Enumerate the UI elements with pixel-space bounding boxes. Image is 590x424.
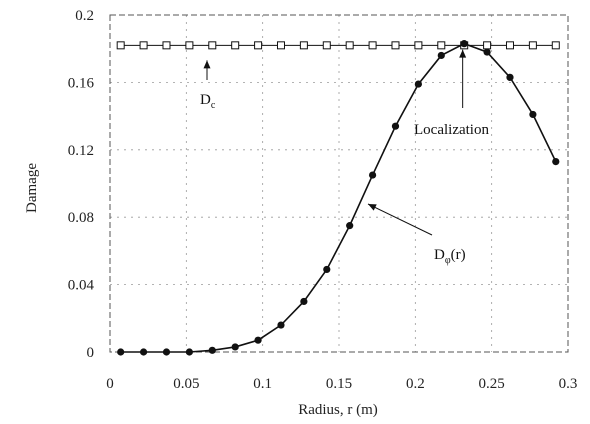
plot-border	[109, 14, 569, 353]
x-axis-ticks: 0 0.05 0.1 0.15 0.2 0.25 0.3	[106, 376, 577, 392]
localization-label: Localization	[414, 122, 489, 138]
x-tick-label-1: 0.05	[173, 376, 199, 392]
square-point-18	[528, 41, 537, 50]
circle-point-1	[139, 348, 148, 356]
circle-point-19	[552, 157, 560, 166]
x-tick-label-5: 0.25	[479, 376, 505, 392]
circle-point-2	[162, 348, 171, 356]
circle-point-6	[254, 336, 262, 344]
square-point-17	[505, 41, 514, 50]
square-point-0	[116, 41, 125, 50]
y-tick-label-1: 0.04	[68, 278, 95, 294]
y-tick-label-4: 0.16	[68, 75, 95, 91]
circle-point-4	[208, 346, 216, 354]
circle-point-10	[346, 222, 354, 230]
y-tick-label-0: 0	[87, 345, 95, 361]
y-axis-title: Damage	[24, 163, 40, 213]
x-tick-label-4: 0.2	[406, 376, 425, 392]
square-point-11	[368, 41, 377, 50]
y-tick-label-2: 0.08	[68, 210, 94, 226]
series-damage-profile	[117, 40, 560, 356]
square-point-1	[139, 41, 148, 50]
x-tick-label-0: 0	[106, 376, 114, 392]
circle-point-12	[391, 122, 400, 130]
square-point-19	[551, 41, 560, 50]
circle-point-18	[529, 110, 537, 119]
x-tick-label-3: 0.15	[326, 376, 352, 392]
circle-point-8	[300, 297, 308, 306]
square-point-12	[391, 41, 400, 50]
damage-profile-label: Dφ(r)	[434, 247, 466, 266]
square-point-10	[345, 41, 354, 50]
plot-frame	[109, 14, 569, 353]
series-layer	[116, 40, 560, 356]
circle-point-0	[117, 348, 125, 356]
circle-point-3	[185, 348, 193, 356]
square-point-2	[162, 41, 171, 50]
square-point-13	[414, 41, 423, 50]
y-tick-label-5: 0.2	[75, 8, 94, 24]
annotations: Dc Dφ(r) Localization	[200, 49, 489, 266]
x-tick-label-2: 0.1	[253, 376, 272, 392]
circle-point-7	[277, 321, 285, 329]
square-point-4	[208, 41, 217, 50]
critical-damage-label: Dc	[200, 92, 216, 111]
square-point-14	[437, 41, 446, 50]
series-critical-damage	[116, 41, 560, 50]
square-point-8	[299, 41, 308, 50]
circle-point-16	[483, 48, 491, 56]
square-point-16	[483, 41, 492, 50]
y-axis-ticks: 0 0.04 0.08 0.12 0.16 0.2	[68, 8, 95, 361]
critical-damage-arrow	[203, 60, 211, 80]
circle-point-17	[506, 73, 514, 81]
circle-point-14	[437, 51, 445, 60]
series-line-1	[120, 42, 557, 353]
x-axis-title: Radius, r (m)	[298, 402, 378, 418]
square-point-3	[185, 41, 194, 50]
localization-arrow	[459, 49, 467, 108]
x-tick-label-6: 0.3	[559, 376, 578, 392]
grid-lines	[110, 15, 568, 352]
circle-point-5	[231, 343, 239, 351]
damage-profile-arrow	[367, 203, 433, 236]
square-point-6	[254, 41, 263, 50]
circle-point-9	[323, 265, 331, 274]
square-point-9	[322, 41, 331, 50]
square-point-7	[276, 41, 285, 50]
circle-point-11	[368, 171, 377, 179]
circle-point-15	[460, 40, 468, 48]
square-point-5	[231, 41, 240, 50]
y-tick-label-3: 0.12	[68, 143, 94, 159]
circle-point-13	[414, 80, 422, 88]
